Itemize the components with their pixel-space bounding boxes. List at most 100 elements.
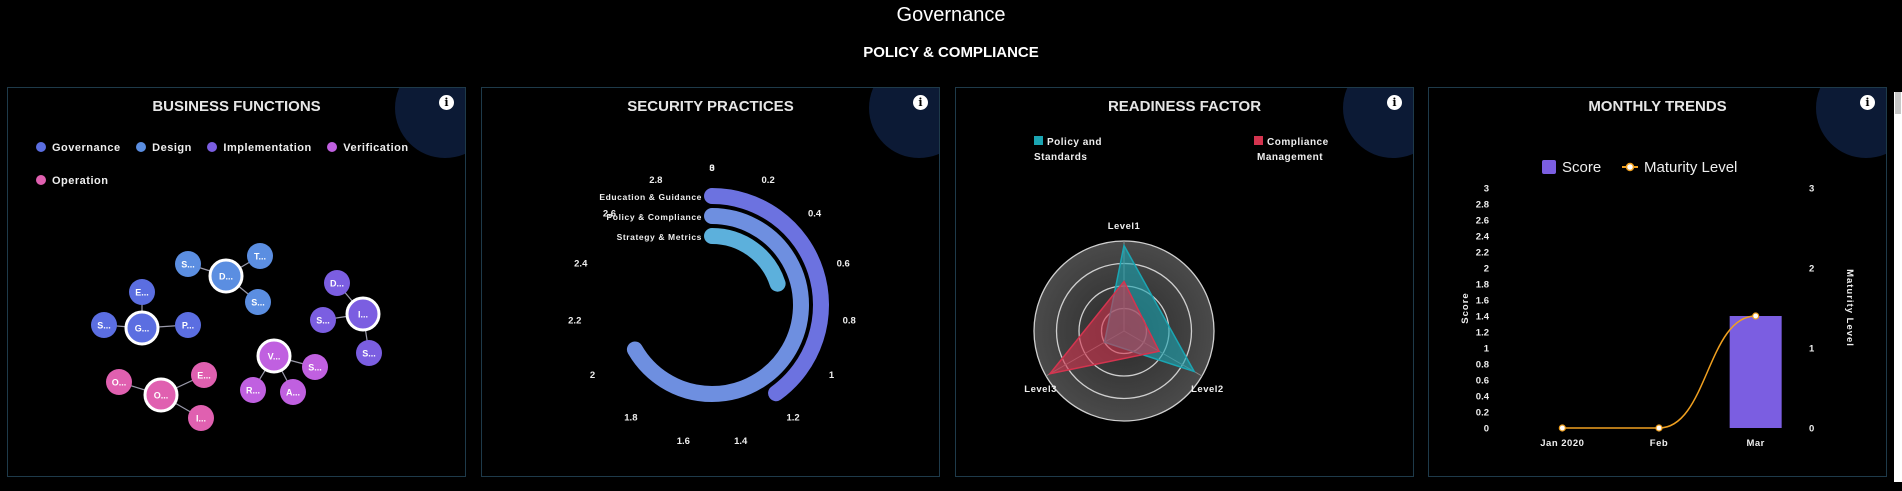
monthly-trends-panel: i MONTHLY TRENDS Score Maturity Level 0 0.2… <box>1428 87 1887 477</box>
legend-item-design[interactable]: Design <box>136 142 192 154</box>
left-axis-tick: 3 <box>1484 184 1489 195</box>
svg-text:S...: S... <box>308 363 322 373</box>
maturity-point[interactable] <box>1655 424 1663 432</box>
legend-item-policy[interactable]: Policy and Standards <box>1034 136 1103 163</box>
svg-text:D...: D... <box>219 272 233 282</box>
legend-item-maturity-level[interactable]: Maturity Level <box>1622 159 1737 176</box>
graph-center-node[interactable]: G... <box>124 310 160 346</box>
graph-node[interactable]: S... <box>302 354 328 380</box>
info-icon[interactable]: i <box>1860 95 1875 110</box>
svg-text:V...: V... <box>268 352 281 362</box>
legend-item-verification[interactable]: Verification <box>327 142 408 154</box>
graph-node[interactable]: R... <box>240 377 266 403</box>
legend-item-compliance[interactable]: Compliance Management <box>1254 135 1329 165</box>
left-axis-tick: 1.6 <box>1476 296 1489 307</box>
scrollbar-thumb[interactable] <box>1895 92 1901 114</box>
info-icon[interactable]: i <box>913 95 928 110</box>
svg-text:O...: O... <box>112 378 127 388</box>
graph-center-node[interactable]: V... <box>256 338 292 374</box>
graph-node[interactable]: E... <box>129 279 155 305</box>
svg-text:A...: A... <box>286 388 300 398</box>
graph-node[interactable]: T... <box>247 243 273 269</box>
graph-node[interactable]: O... <box>106 369 132 395</box>
radial-bar[interactable] <box>704 188 829 402</box>
maturity-point[interactable] <box>1558 424 1566 432</box>
page-subtitle: POLICY & COMPLIANCE <box>863 44 1039 61</box>
svg-text:I...: I... <box>358 310 368 320</box>
tick-label: 2.6 <box>603 209 616 220</box>
tick-label: 1.6 <box>677 436 690 447</box>
cluster-implementation: D... S... S... I... <box>310 270 382 366</box>
legend-row-2: Operation <box>36 175 108 187</box>
left-axis-tick: 0.2 <box>1476 408 1489 419</box>
x-axis-tick: Feb <box>1650 438 1668 449</box>
legend-swatch <box>1254 136 1263 145</box>
left-axis-tick: 0.4 <box>1476 392 1490 403</box>
tick-label: 2.4 <box>574 258 588 269</box>
legend-item-operation[interactable]: Operation <box>36 175 108 187</box>
left-axis-tick: 1 <box>1484 344 1490 355</box>
x-axis-tick: Mar <box>1746 438 1764 449</box>
radar-chart: Level1 Level2 Level3 <box>1024 221 1223 422</box>
left-axis-tick: 2.8 <box>1476 200 1489 211</box>
polar-bar-chart: Education & Guidance Policy & Compliance S… <box>568 163 856 447</box>
graph-node[interactable]: S... <box>245 289 271 315</box>
left-axis-tick: 2.6 <box>1476 216 1489 227</box>
svg-text:T...: T... <box>254 252 266 262</box>
radar-indicator-label: Level1 <box>1108 221 1141 232</box>
svg-text:P...: P... <box>182 321 194 331</box>
page-title: Governance <box>896 4 1006 26</box>
page-scrollbar[interactable] <box>1894 92 1902 482</box>
legend-swatch <box>1034 136 1043 145</box>
legend-item-score[interactable]: Score <box>1542 159 1601 176</box>
svg-text:S...: S... <box>362 349 376 359</box>
info-icon[interactable]: i <box>1387 95 1402 110</box>
graph-node[interactable]: S... <box>310 307 336 333</box>
right-axis-title: Maturity Level <box>1844 269 1855 347</box>
panel-title: MONTHLY TRENDS <box>1588 98 1727 115</box>
radial-bar[interactable] <box>704 228 786 292</box>
graph-node[interactable]: S... <box>356 340 382 366</box>
panel-title: SECURITY PRACTICES <box>627 98 794 115</box>
legend-item-governance[interactable]: Governance <box>36 142 121 154</box>
tick-label: 0.2 <box>762 175 775 186</box>
tick-label: 0.6 <box>837 258 850 269</box>
svg-text:Score: Score <box>1562 159 1601 176</box>
left-axis-tick: 2 <box>1484 264 1489 275</box>
graph-node[interactable]: S... <box>91 312 117 338</box>
tick-label: 0.8 <box>843 315 856 326</box>
graph-node[interactable]: A... <box>280 379 306 405</box>
right-axis-tick: 2 <box>1809 264 1814 275</box>
category-label: Strategy & Metrics <box>617 232 702 242</box>
info-icon[interactable]: i <box>439 95 454 110</box>
score-bar[interactable] <box>1729 316 1782 428</box>
network-graph: E... S... P... G... S... T... S... D... D... S...… <box>91 243 382 431</box>
radar-series-area[interactable] <box>1048 280 1161 375</box>
graph-center-node[interactable]: O... <box>143 377 179 413</box>
graph-node[interactable]: I... <box>188 405 214 431</box>
maturity-line[interactable] <box>1562 315 1756 429</box>
tick-label: 2.8 <box>649 175 662 186</box>
legend-item-implementation[interactable]: Implementation <box>207 142 311 154</box>
category-label: Education & Guidance <box>599 192 702 202</box>
x-axis-tick: Jan 2020 <box>1540 438 1584 449</box>
combo-chart: Score Maturity Level 0 0.2 0.4 0.6 0.8 1 1.2 1.4 1… <box>1460 159 1855 449</box>
svg-text:S...: S... <box>97 321 111 331</box>
legend-dot <box>36 175 46 185</box>
radial-bar[interactable] <box>626 208 809 402</box>
svg-text:I...: I... <box>196 414 206 424</box>
right-axis-tick: 0 <box>1809 424 1814 435</box>
left-axis-tick: 2.4 <box>1476 232 1490 243</box>
graph-node[interactable]: D... <box>324 270 350 296</box>
graph-node[interactable]: E... <box>191 362 217 388</box>
graph-center-node[interactable]: I... <box>345 296 381 332</box>
graph-node[interactable]: S... <box>175 251 201 277</box>
graph-node[interactable]: P... <box>175 312 201 338</box>
graph-center-node[interactable]: D... <box>208 258 244 294</box>
maturity-point[interactable] <box>1752 312 1760 320</box>
legend-dot <box>207 142 218 152</box>
tick-label: 1 <box>829 370 835 381</box>
tick-label: 0 <box>709 163 714 174</box>
left-axis-tick: 0 <box>1484 424 1489 435</box>
tick-label: 3 <box>709 163 714 174</box>
